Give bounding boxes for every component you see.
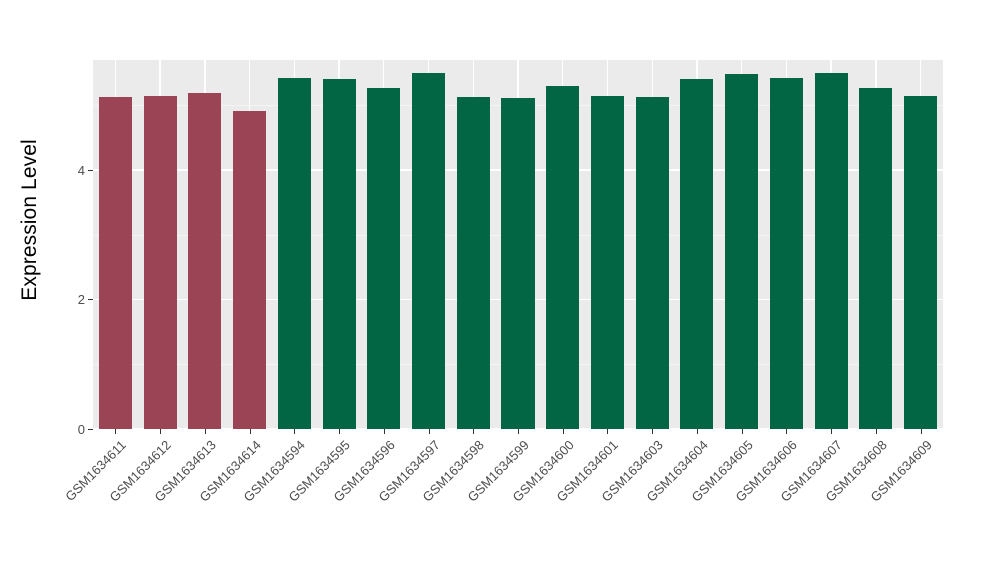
y-axis-tick-label: 4 (77, 162, 85, 178)
x-axis-tick-mark (786, 429, 788, 434)
plot-panel (93, 60, 943, 430)
bar (367, 88, 401, 429)
x-axis-tick-mark (160, 429, 162, 434)
bar (98, 96, 132, 429)
y-axis-tick-mark (88, 299, 93, 301)
x-axis-tick-mark (607, 429, 609, 434)
bar (680, 78, 714, 429)
bar (143, 96, 177, 429)
x-axis-tick-mark (115, 429, 117, 434)
bar (456, 96, 490, 429)
y-axis: 0 2 4 (60, 60, 93, 436)
bar (769, 78, 803, 429)
y-axis-title-text: Expression Level (18, 139, 41, 301)
bar (233, 111, 267, 429)
bar (501, 98, 535, 429)
x-axis-tick-mark (518, 429, 519, 434)
x-axis-tick-mark (339, 429, 341, 434)
x-axis-tick-mark (249, 429, 251, 434)
x-axis: GSM1634611 GSM1634612 GSM1634613 GSM1634614… (63, 429, 943, 580)
bar (904, 96, 938, 429)
bar (411, 72, 446, 429)
x-axis-tick-mark (294, 429, 296, 434)
bar (546, 85, 580, 429)
bar (725, 74, 759, 429)
bar (590, 95, 624, 429)
x-axis-tick-mark (204, 429, 206, 434)
y-axis-tick-mark (88, 428, 93, 430)
bar (277, 78, 311, 429)
x-axis-tick-mark (473, 429, 475, 434)
x-axis-tick-mark (875, 429, 877, 434)
x-axis-tick-mark (696, 429, 698, 434)
y-axis-tick-label: 0 (77, 421, 85, 437)
x-axis-tick-mark (652, 429, 654, 434)
bar (635, 96, 669, 429)
bar (322, 78, 356, 429)
x-axis-tick-mark (383, 429, 385, 434)
y-axis-tick-mark (88, 169, 93, 171)
y-axis-tick-label: 2 (77, 292, 85, 308)
x-axis-tick-mark (428, 429, 430, 434)
x-axis-tick-mark (562, 429, 564, 434)
x-axis-tick-mark (920, 429, 922, 434)
bar (859, 87, 893, 429)
bar (814, 72, 848, 429)
y-axis-title: Expression Level (0, 0, 60, 440)
x-axis-tick-mark (831, 429, 833, 434)
x-axis-tick-mark (741, 429, 743, 434)
bar (188, 93, 222, 429)
